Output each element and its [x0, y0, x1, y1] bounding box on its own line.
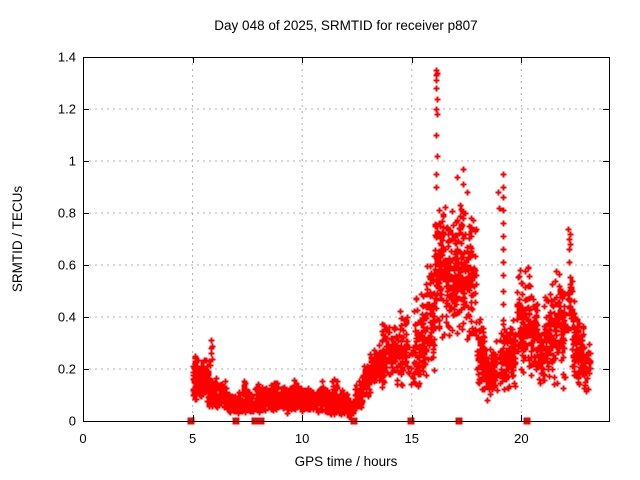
plot-border: [83, 57, 610, 422]
y-tick-label: 1.4: [58, 50, 76, 65]
axes: [83, 57, 610, 422]
y-tick-label: 0.8: [58, 206, 76, 221]
srmtid-points: [190, 67, 594, 421]
x-tick-label: 15: [405, 431, 419, 446]
y-tick-label: 0: [69, 414, 76, 429]
x-axis-label: GPS time / hours: [295, 454, 398, 469]
chart-title: Day 048 of 2025, SRMTID for receiver p80…: [214, 18, 477, 33]
x-tick-label: 0: [79, 431, 86, 446]
tick-labels: 0 5 10 15 20 0 0.2 0.4 0.6 0.8 1 1.2 1.4: [58, 50, 529, 447]
y-tick-label: 1.2: [58, 102, 76, 117]
y-axis-label: SRMTID / TECUs: [10, 186, 25, 293]
scatter-points: [187, 67, 594, 425]
y-tick-label: 0.2: [58, 362, 76, 377]
x-tick-label: 5: [189, 431, 196, 446]
y-tick-label: 0.6: [58, 258, 76, 273]
x-tick-label: 20: [514, 431, 528, 446]
y-tick-label: 0.4: [58, 310, 76, 325]
tick-marks: [83, 57, 609, 422]
x-tick-label: 10: [295, 431, 309, 446]
y-tick-label: 1: [69, 154, 76, 169]
